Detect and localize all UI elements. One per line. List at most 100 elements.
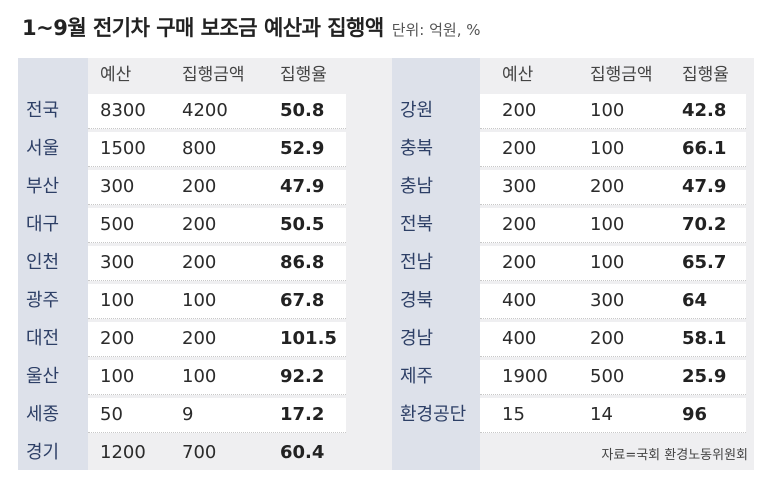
rate-value: 66.1 — [682, 138, 727, 159]
region-label: 대구 — [26, 214, 60, 235]
budget-value: 200 — [502, 252, 537, 273]
region-label: 경북 — [400, 290, 434, 311]
budget-value: 15 — [502, 404, 525, 425]
left-header-spent: 집행금액 — [182, 65, 245, 85]
region-label: 경남 — [400, 328, 434, 349]
right-region-column — [392, 58, 480, 470]
rate-value: 70.2 — [682, 214, 727, 235]
rate-value: 64 — [682, 290, 708, 311]
title-row: 1~9월 전기차 구매 보조금 예산과 집행액 단위: 억원, % — [22, 12, 481, 48]
region-label: 울산 — [26, 366, 60, 387]
budget-value: 400 — [502, 290, 537, 311]
region-label: 전국 — [26, 100, 60, 121]
rate-value: 50.8 — [280, 100, 325, 121]
region-label: 충북 — [400, 138, 434, 159]
budget-value: 200 — [502, 100, 537, 121]
table-row-bg — [88, 322, 346, 357]
spent-value: 9 — [182, 404, 194, 425]
spent-value: 200 — [182, 252, 217, 273]
budget-value: 300 — [100, 252, 135, 273]
left-header-budget: 예산 — [100, 65, 132, 85]
spent-value: 800 — [182, 138, 217, 159]
region-label: 전남 — [400, 252, 434, 273]
table-row-bg — [480, 360, 746, 395]
region-label: 경기 — [26, 442, 60, 463]
rate-value: 42.8 — [682, 100, 727, 121]
left-header-rate: 집행율 — [280, 65, 327, 85]
spent-value: 100 — [590, 138, 625, 159]
region-label: 광주 — [26, 290, 60, 311]
rate-value: 96 — [682, 404, 708, 425]
spent-value: 200 — [182, 328, 217, 349]
budget-value: 100 — [100, 290, 135, 311]
budget-value: 100 — [100, 366, 135, 387]
rate-value: 86.8 — [280, 252, 325, 273]
spent-value: 200 — [590, 176, 625, 197]
rate-value: 47.9 — [280, 176, 325, 197]
budget-value: 1200 — [100, 442, 146, 463]
spent-value: 700 — [182, 442, 217, 463]
left-region-column — [18, 58, 88, 470]
spent-value: 100 — [590, 100, 625, 121]
region-label: 제주 — [400, 366, 434, 387]
rate-value: 67.8 — [280, 290, 325, 311]
table-row-bg — [480, 208, 746, 243]
rate-value: 52.9 — [280, 138, 325, 159]
right-header-rate: 집행율 — [682, 65, 729, 85]
spent-value: 100 — [182, 366, 217, 387]
right-header-budget: 예산 — [502, 65, 534, 85]
table-row-bg — [88, 246, 346, 281]
budget-value: 50 — [100, 404, 123, 425]
budget-value: 300 — [502, 176, 537, 197]
spent-value: 100 — [590, 252, 625, 273]
region-label: 인천 — [26, 252, 60, 273]
spent-value: 100 — [182, 290, 217, 311]
table-row-bg — [88, 170, 346, 205]
region-label: 대전 — [26, 328, 60, 349]
region-label: 전북 — [400, 214, 434, 235]
rate-value: 101.5 — [280, 328, 337, 349]
spent-value: 200 — [182, 176, 217, 197]
region-label: 환경공단 — [400, 404, 467, 425]
budget-value: 1500 — [100, 138, 146, 159]
table-row-bg — [88, 398, 346, 433]
table-row-bg — [88, 360, 346, 395]
region-label: 충남 — [400, 176, 434, 197]
right-header-spent: 집행금액 — [590, 65, 653, 85]
table-row-bg — [480, 246, 746, 281]
spent-value: 200 — [182, 214, 217, 235]
rate-value: 17.2 — [280, 404, 325, 425]
unit-label: 단위: 억원, % — [391, 21, 481, 39]
spent-value: 200 — [590, 328, 625, 349]
region-label: 부산 — [26, 176, 60, 197]
table-row-bg — [480, 322, 746, 357]
rate-value: 50.5 — [280, 214, 325, 235]
budget-value: 8300 — [100, 100, 146, 121]
spent-value: 300 — [590, 290, 625, 311]
table-row-bg — [480, 132, 746, 167]
rate-value: 58.1 — [682, 328, 727, 349]
table-row-bg — [88, 284, 346, 319]
rate-value: 92.2 — [280, 366, 325, 387]
table-row-bg — [88, 132, 346, 167]
budget-value: 200 — [100, 328, 135, 349]
spent-value: 100 — [590, 214, 625, 235]
region-label: 서울 — [26, 138, 60, 159]
source-note: 자료=국회 환경노동위원회 — [601, 448, 748, 463]
chart-title: 1~9월 전기차 구매 보조금 예산과 집행액 — [22, 16, 384, 40]
rate-value: 25.9 — [682, 366, 727, 387]
budget-value: 300 — [100, 176, 135, 197]
table-row-bg — [88, 208, 346, 243]
table-row-bg — [480, 398, 746, 433]
budget-value: 500 — [100, 214, 135, 235]
region-label: 세종 — [26, 404, 60, 425]
table-row-bg — [88, 94, 346, 129]
spent-value: 4200 — [182, 100, 228, 121]
rate-value: 60.4 — [280, 442, 325, 463]
table-row-bg — [480, 94, 746, 129]
budget-value: 400 — [502, 328, 537, 349]
rate-value: 47.9 — [682, 176, 727, 197]
budget-value: 200 — [502, 214, 537, 235]
table-row-bg — [480, 170, 746, 205]
budget-value: 200 — [502, 138, 537, 159]
